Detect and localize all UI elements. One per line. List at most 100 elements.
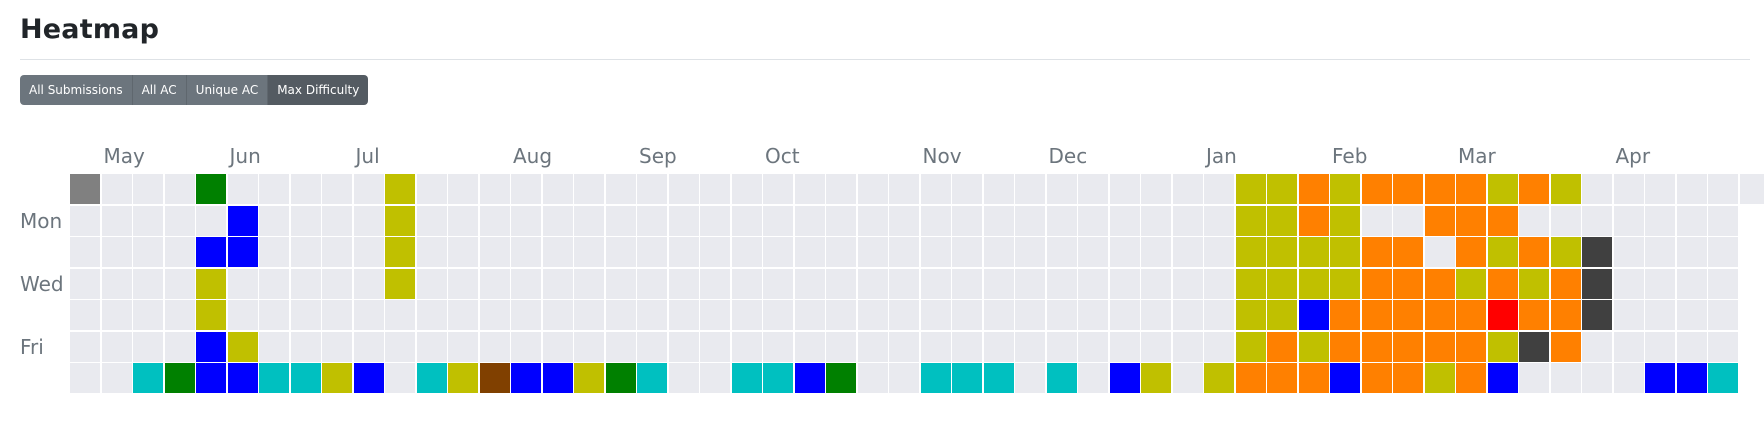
heatmap-cell[interactable] [1109, 237, 1140, 267]
heatmap-cell[interactable] [983, 300, 1014, 330]
heatmap-cell[interactable] [1645, 363, 1675, 393]
heatmap-cell[interactable] [668, 205, 699, 236]
heatmap-cell[interactable] [353, 237, 384, 267]
heatmap-cell[interactable] [448, 268, 478, 299]
heatmap-cell[interactable] [196, 174, 226, 204]
heatmap-cell[interactable] [70, 363, 100, 393]
heatmap-cell[interactable] [1613, 205, 1644, 236]
heatmap-cell[interactable] [700, 174, 730, 204]
heatmap-cell[interactable] [1015, 268, 1045, 299]
heatmap-cell[interactable] [1582, 363, 1612, 393]
heatmap-cell[interactable] [1582, 237, 1612, 267]
heatmap-cell[interactable] [1456, 205, 1486, 236]
heatmap-cell[interactable] [826, 331, 856, 362]
heatmap-cell[interactable] [826, 237, 856, 267]
heatmap-cell[interactable] [1109, 300, 1140, 330]
heatmap-cell[interactable] [133, 268, 163, 299]
heatmap-cell[interactable] [1393, 174, 1423, 204]
heatmap-cell[interactable] [1361, 174, 1392, 204]
heatmap-cell[interactable] [1456, 331, 1486, 362]
heatmap-cell[interactable] [1708, 363, 1738, 393]
heatmap-cell[interactable] [889, 174, 919, 204]
heatmap-cell[interactable] [952, 331, 982, 362]
heatmap-cell[interactable] [1172, 300, 1203, 330]
heatmap-cell[interactable] [1015, 363, 1045, 393]
heatmap-cell[interactable] [637, 268, 667, 299]
heatmap-cell[interactable] [1235, 268, 1266, 299]
heatmap-cell[interactable] [227, 331, 258, 362]
heatmap-cell[interactable] [1109, 268, 1140, 299]
heatmap-cell[interactable] [1015, 237, 1045, 267]
heatmap-cell[interactable] [1204, 205, 1234, 236]
heatmap-cell[interactable] [1361, 237, 1392, 267]
heatmap-cell[interactable] [259, 363, 289, 393]
heatmap-cell[interactable] [259, 300, 289, 330]
heatmap-cell[interactable] [1424, 174, 1455, 204]
heatmap-cell[interactable] [322, 205, 352, 236]
heatmap-cell[interactable] [479, 363, 510, 393]
heatmap-cell[interactable] [952, 300, 982, 330]
heatmap-cell[interactable] [416, 174, 447, 204]
heatmap-cell[interactable] [1330, 300, 1360, 330]
heatmap-cell[interactable] [227, 237, 258, 267]
heatmap-cell[interactable] [1267, 174, 1297, 204]
heatmap-cell[interactable] [1330, 268, 1360, 299]
heatmap-cell[interactable] [290, 237, 321, 267]
heatmap-cell[interactable] [700, 331, 730, 362]
heatmap-cell[interactable] [1330, 331, 1360, 362]
heatmap-cell[interactable] [1645, 205, 1675, 236]
heatmap-cell[interactable] [1109, 205, 1140, 236]
heatmap-cell[interactable] [133, 237, 163, 267]
heatmap-cell[interactable] [1361, 268, 1392, 299]
heatmap-cell[interactable] [101, 174, 132, 204]
heatmap-cell[interactable] [794, 331, 825, 362]
heatmap-cell[interactable] [1204, 300, 1234, 330]
heatmap-cell[interactable] [1393, 300, 1423, 330]
heatmap-cell[interactable] [133, 205, 163, 236]
heatmap-cell[interactable] [1141, 205, 1171, 236]
heatmap-cell[interactable] [1456, 268, 1486, 299]
heatmap-cell[interactable] [574, 300, 604, 330]
heatmap-cell[interactable] [227, 174, 258, 204]
heatmap-cell[interactable] [448, 331, 478, 362]
heatmap-cell[interactable] [574, 363, 604, 393]
heatmap-cell[interactable] [983, 174, 1014, 204]
heatmap-cell[interactable] [385, 205, 415, 236]
heatmap-cell[interactable] [1613, 237, 1644, 267]
heatmap-cell[interactable] [1645, 331, 1675, 362]
heatmap-cell[interactable] [1204, 174, 1234, 204]
heatmap-cell[interactable] [637, 174, 667, 204]
heatmap-cell[interactable] [101, 331, 132, 362]
heatmap-cell[interactable] [983, 363, 1014, 393]
heatmap-cell[interactable] [1550, 363, 1581, 393]
heatmap-cell[interactable] [574, 205, 604, 236]
heatmap-cell[interactable] [1330, 363, 1360, 393]
heatmap-cell[interactable] [920, 268, 951, 299]
heatmap-cell[interactable] [542, 237, 573, 267]
heatmap-cell[interactable] [794, 300, 825, 330]
heatmap-cell[interactable] [479, 331, 510, 362]
heatmap-cell[interactable] [1109, 331, 1140, 362]
heatmap-cell[interactable] [1487, 174, 1518, 204]
heatmap-cell[interactable] [637, 300, 667, 330]
heatmap-cell[interactable] [889, 363, 919, 393]
heatmap-cell[interactable] [637, 331, 667, 362]
heatmap-cell[interactable] [889, 205, 919, 236]
heatmap-cell[interactable] [196, 300, 226, 330]
heatmap-cell[interactable] [1172, 268, 1203, 299]
heatmap-cell[interactable] [290, 331, 321, 362]
heatmap-cell[interactable] [1046, 300, 1077, 330]
heatmap-cell[interactable] [605, 205, 636, 236]
heatmap-cell[interactable] [259, 174, 289, 204]
heatmap-cell[interactable] [794, 174, 825, 204]
heatmap-cell[interactable] [416, 300, 447, 330]
heatmap-cell[interactable] [1046, 363, 1077, 393]
heatmap-cell[interactable] [416, 268, 447, 299]
heatmap-cell[interactable] [385, 174, 415, 204]
heatmap-cell[interactable] [1015, 205, 1045, 236]
heatmap-cell[interactable] [133, 331, 163, 362]
heatmap-cell[interactable] [1172, 331, 1203, 362]
heatmap-cell[interactable] [353, 331, 384, 362]
heatmap-cell[interactable] [1015, 174, 1045, 204]
heatmap-cell[interactable] [731, 237, 762, 267]
